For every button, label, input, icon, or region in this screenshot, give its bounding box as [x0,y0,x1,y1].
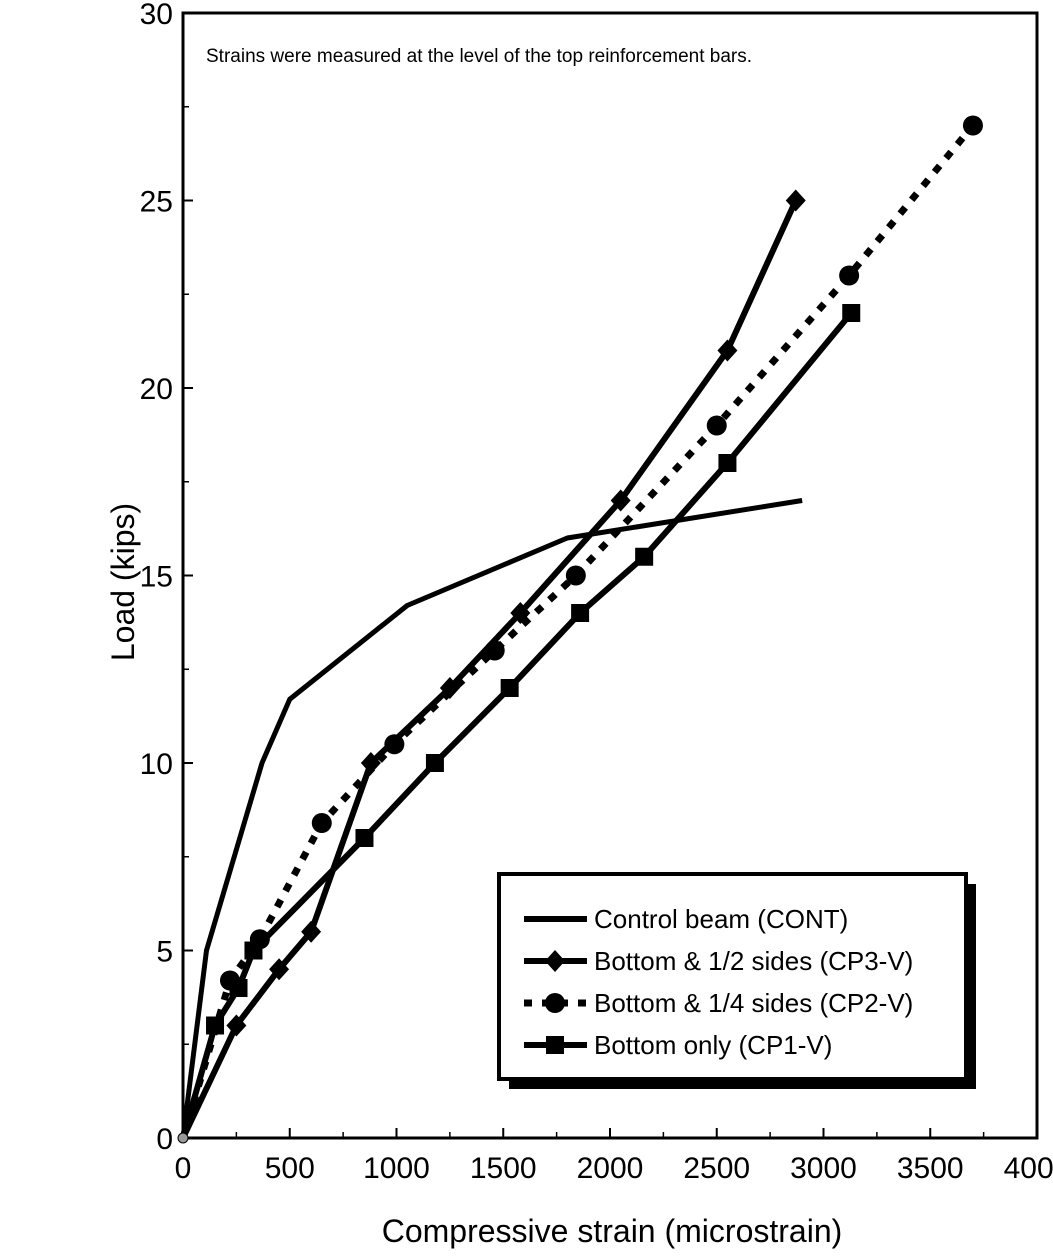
series-line [179,123,976,1140]
legend-item: Bottom & 1/4 sides (CP2-V) [524,988,913,1018]
legend-marker [545,950,565,972]
y-tick-label: 0 [156,1123,173,1156]
data-point [206,1016,225,1035]
y-tick-label: 15 [140,561,173,594]
data-point [635,547,654,566]
legend: Control beam (CONT) Bottom & 1/2 sides (C… [497,872,976,1089]
legend-label: Bottom & 1/2 sides (CP3-V) [594,946,913,976]
series-line [180,199,799,1140]
legend-marker [545,993,565,1013]
x-tick-label: 3500 [897,1152,964,1185]
series-line [180,498,803,1139]
legend-label: Bottom only (CP1-V) [594,1030,832,1060]
data-point [484,640,505,661]
data-point [311,813,332,833]
x-tick-label: 2000 [577,1152,644,1185]
legend-marker [546,1036,564,1054]
data-point [384,734,405,755]
data-point [301,920,322,943]
data-point [226,1014,247,1037]
data-point [571,604,590,622]
data-point [706,415,727,436]
data-point [785,189,806,212]
x-tick-label: 500 [265,1152,315,1185]
data-point [718,454,737,472]
data-point [425,754,444,772]
y-tick-label: 5 [156,936,173,969]
data-point [565,565,586,586]
data-point [269,958,290,981]
legend-label: Control beam (CONT) [594,904,848,934]
y-tick-label: 30 [140,0,173,31]
x-tick-label: 1500 [470,1152,537,1185]
y-tick-label: 20 [140,373,173,406]
legend-item: Bottom only (CP1-V) [524,1030,832,1060]
data-point [500,679,519,697]
data-point [355,829,374,847]
data-point [717,339,738,362]
chart-annotation: Strains were measured at the level of th… [206,46,752,67]
origin-point [177,1132,189,1144]
x-tick-label: 3000 [790,1152,857,1185]
series-layer [177,115,983,1144]
x-tick-label: 2500 [683,1152,750,1185]
x-axis-title: Compressive strain (microstrain) [382,1213,843,1249]
data-point [842,304,861,322]
x-tick-label: 0 [175,1152,192,1185]
data-point [962,115,983,136]
y-tick-label: 25 [140,186,173,219]
x-tick-label: 1000 [363,1152,430,1185]
data-point [610,489,631,512]
y-axis-title: Load (kips) [105,503,141,661]
y-tick-label: 10 [140,748,173,781]
series-3 [180,304,861,1139]
data-point [229,979,248,997]
data-point [244,941,263,960]
data-point [360,752,381,774]
data-point [839,265,860,286]
series-0 [180,498,803,1139]
series-1 [180,189,806,1140]
legend-item: Control beam (CONT) [524,904,848,934]
legend-label: Bottom & 1/4 sides (CP2-V) [594,988,913,1018]
legend-item: Bottom & 1/2 sides (CP3-V) [524,946,913,976]
